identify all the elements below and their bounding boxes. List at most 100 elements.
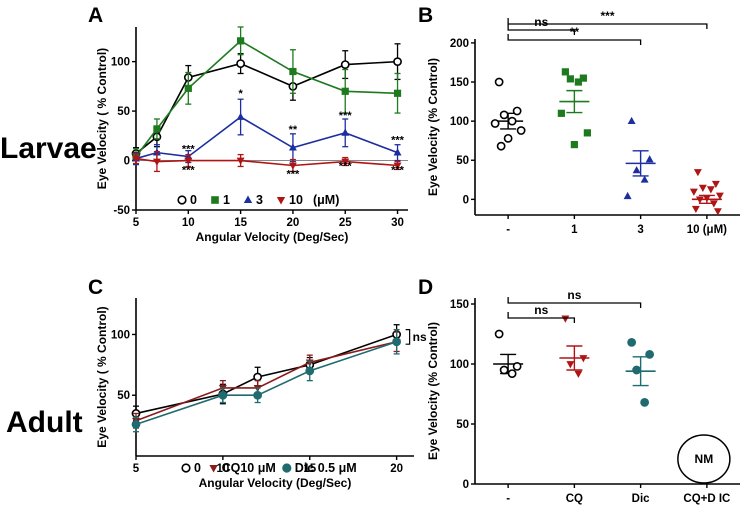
panel-a-significance: ***	[182, 164, 196, 176]
panel-a-significance: ***	[339, 110, 353, 122]
panel-a-data-point	[393, 57, 402, 67]
panel-c-xtick-label: 5	[133, 463, 140, 475]
panel-a-legend-label: 3	[256, 193, 263, 207]
panel-d-ytick-label: 50	[456, 419, 469, 431]
panel-b-data-point	[516, 126, 526, 135]
panel-a-significance: ***	[339, 160, 353, 172]
panel-b-data-point	[713, 208, 722, 216]
panel-c-legend-label: Dic 0.5 μM	[295, 461, 357, 475]
panel-c-x-label: Angular Velocity (Deg/Sec)	[199, 476, 352, 490]
panel-b-sig-label: ***	[600, 9, 614, 23]
panel-d-data-point	[561, 315, 570, 323]
panel-a-data-point	[153, 125, 161, 133]
panel-a-significance: ***	[182, 144, 196, 156]
panel-d-ytick-label: 0	[463, 479, 469, 491]
panel-d-data-point	[632, 365, 642, 375]
panel-d-data-point	[566, 361, 575, 369]
panel-b-category-label: 3	[637, 224, 643, 236]
panel-a-data-point	[288, 162, 297, 170]
panel-b-sig-bracket	[507, 24, 576, 35]
panel-b-data-point	[490, 119, 500, 128]
panel-d-data-point	[579, 355, 588, 363]
panel-a-data-point	[236, 112, 245, 120]
panel-c-legend-label: CQ10 μM	[222, 461, 276, 475]
panel-a-significance: ***	[391, 135, 405, 147]
panel-b-ytick-label: 50	[456, 155, 469, 167]
panel-a-data-point	[132, 155, 140, 163]
panel-a-series-line	[135, 116, 398, 160]
panel-a-data-point	[340, 60, 350, 69]
panel-b-data-point	[691, 205, 700, 214]
panel-d-chart: 0 50 100 150 - CQ Dic CQ+D IC Eye Velocity (% Co…	[426, 288, 740, 505]
panel-d-category-label: -	[506, 493, 510, 505]
panel-a-xtick-label: 15	[234, 217, 247, 229]
panel-a-ytick-label: 100	[111, 57, 130, 69]
panel-a-legend-label: 1	[223, 193, 230, 207]
panel-a-data-point	[288, 143, 297, 151]
panel-c-xtick-label: 20	[390, 463, 403, 475]
panel-a-data-point	[393, 162, 402, 170]
panel-a-data-point	[393, 89, 402, 97]
panel-b-data-point	[503, 133, 513, 143]
panel-a-legend-marker	[177, 195, 187, 205]
panel-d-data-point	[627, 337, 637, 347]
panel-a-data-point	[289, 67, 297, 76]
panel-d-data-point	[574, 370, 583, 378]
panel-b-data-point	[583, 129, 591, 137]
panel-b-ytick-label: 100	[450, 116, 469, 128]
panel-a-data-point	[393, 148, 402, 156]
panel-a-xtick-label: 10	[182, 217, 195, 229]
panel-a-significance: ***	[391, 164, 405, 176]
panel-b-data-point	[695, 196, 704, 204]
panel-label-b: B	[418, 4, 433, 27]
panel-d-category-label: Dic	[632, 493, 651, 505]
panel-b-data-point	[698, 184, 707, 192]
panel-c-data-point	[253, 390, 263, 400]
panel-b-data-point	[496, 141, 506, 151]
panel-c-y-label: Eye Velocity ( % Control)	[95, 306, 109, 447]
panel-a-significance: **	[289, 124, 298, 136]
panel-a-legend-label: 0	[190, 193, 197, 207]
panel-d-data-point	[645, 349, 655, 359]
panel-a-significance: ***	[287, 168, 301, 180]
panel-b-sig-label: **	[570, 25, 580, 39]
panel-b-data-point	[632, 166, 641, 174]
panel-d-data-point	[512, 361, 522, 371]
panel-c-data-point	[253, 372, 263, 382]
panel-b-data-point	[507, 116, 517, 126]
panel-b-data-point	[494, 77, 504, 87]
panel-label-c: C	[88, 276, 103, 299]
panel-c-series-line	[135, 333, 397, 415]
panel-a-legend-marker	[276, 196, 286, 205]
panel-a-xtick-label: 25	[339, 217, 352, 229]
panel-b-ytick-label: 150	[450, 77, 469, 89]
row-label-larvae: Larvae	[0, 132, 97, 165]
panel-a-legend-marker	[243, 195, 253, 204]
panel-a-data-point	[341, 128, 350, 136]
panel-b-data-point	[627, 116, 636, 125]
panel-a-data-point	[184, 84, 192, 92]
panel-c-ns-bracket	[405, 329, 411, 345]
panel-d-data-point	[640, 397, 650, 407]
panel-c-data-point	[305, 366, 315, 376]
panel-b-data-point	[693, 169, 702, 177]
panel-c-legend-marker	[181, 463, 191, 473]
row-label-adult: Adult	[6, 406, 83, 439]
panel-c-ytick-label: 100	[111, 329, 130, 341]
panel-b-data-point	[574, 78, 582, 86]
panel-a-data-point	[236, 59, 246, 68]
panel-d-sig-bracket	[507, 297, 642, 308]
panel-b-data-point	[579, 74, 587, 82]
panel-c-series-line	[135, 340, 397, 422]
panel-b-data-point	[709, 200, 718, 208]
panel-b-category-label: -	[506, 224, 510, 236]
panel-d-sig-label: ns	[567, 288, 581, 302]
panel-a-xtick-label: 5	[133, 217, 140, 229]
panel-a-series-line	[135, 157, 398, 167]
panel-d-sig-label: ns	[534, 303, 548, 317]
panel-b-data-point	[570, 141, 578, 149]
panel-c-ytick-label: 50	[117, 390, 130, 402]
panel-d-category-label: CQ	[566, 493, 583, 505]
